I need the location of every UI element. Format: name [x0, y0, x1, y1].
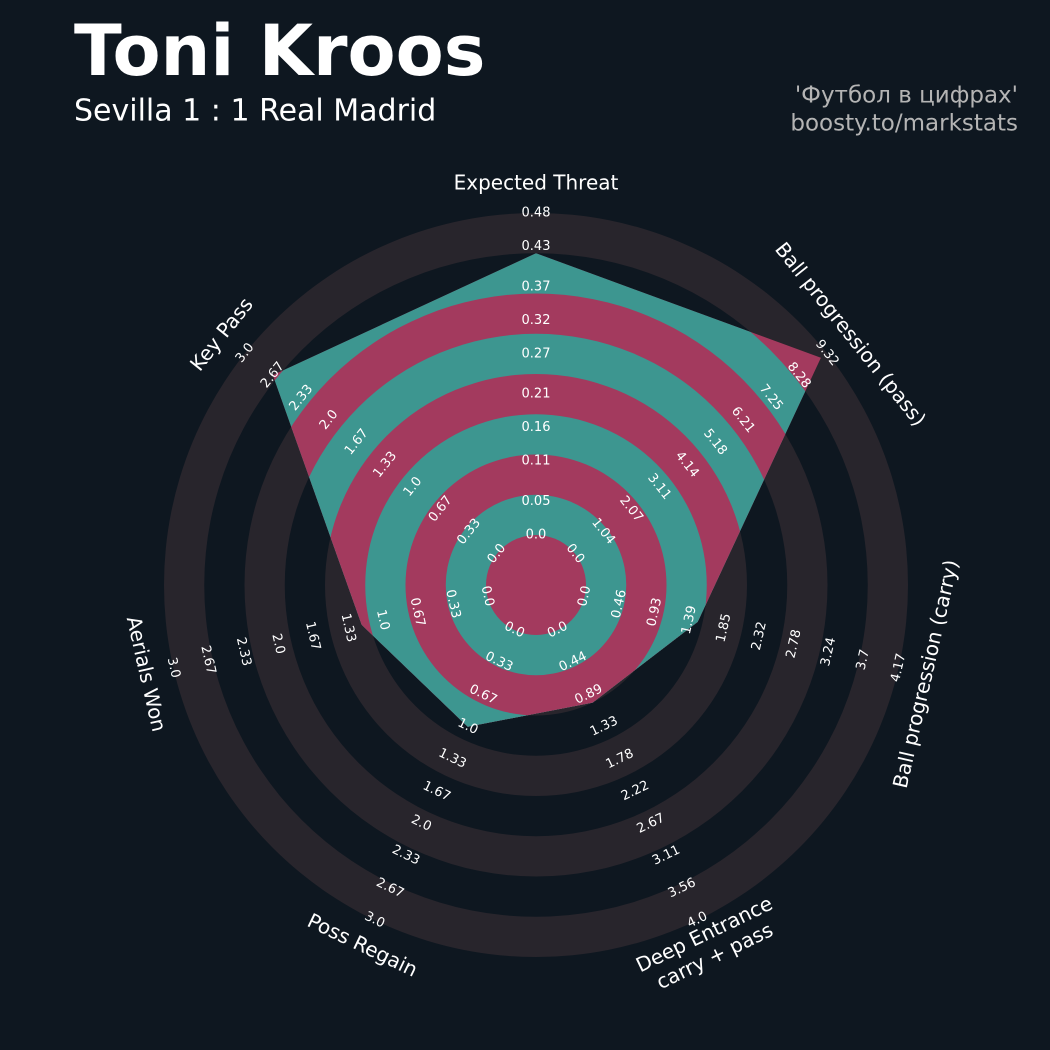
tick-label: 0.0 — [526, 528, 547, 543]
tick-label: 3.0 — [164, 656, 183, 680]
center-circle — [486, 535, 586, 635]
tick-label: 3.7 — [854, 648, 873, 672]
chart-subtitle: Sevilla 1 : 1 Real Madrid — [74, 94, 436, 129]
tick-label: 3.24 — [818, 636, 839, 668]
tick-label: 2.67 — [197, 644, 218, 676]
tick-label: 0.05 — [522, 494, 551, 509]
tick-label: 0.67 — [407, 596, 428, 628]
tick-label: 0.0 — [478, 584, 497, 608]
tick-label: 1.67 — [302, 620, 323, 652]
tick-label: 2.78 — [783, 628, 804, 660]
tick-label: 0.46 — [609, 588, 630, 620]
tick-label: 0.48 — [522, 206, 551, 221]
axis-label-group: Expected Threat — [454, 171, 619, 195]
tick-label: 1.0 — [373, 608, 392, 632]
chart-title: Toni Kroos — [74, 10, 485, 92]
tick-label: 0.93 — [644, 596, 665, 628]
tick-label: 0.27 — [522, 346, 551, 361]
tick-label: 1.33 — [338, 612, 359, 644]
tick-label: 0.21 — [522, 387, 551, 402]
tick-label: 0.37 — [522, 279, 551, 294]
tick-label: 2.0 — [268, 632, 287, 656]
tick-label: 0.0 — [575, 584, 594, 608]
polygon-group — [272, 253, 821, 727]
credit: boosty.to/markstats — [790, 111, 1018, 137]
tick-label: 0.32 — [522, 313, 551, 328]
tick-label: 0.43 — [522, 239, 551, 254]
tick-label: 2.33 — [233, 636, 254, 668]
credit: 'Футбол в цифрах' — [795, 83, 1018, 109]
tick-label: 1.39 — [679, 604, 700, 636]
tick-label: 0.33 — [442, 588, 463, 620]
axis-label: Expected Threat — [454, 171, 619, 195]
tick-label: 0.11 — [522, 454, 551, 469]
tick-label: 0.16 — [522, 420, 551, 435]
tick-label: 4.17 — [888, 652, 909, 684]
tick-label: 1.85 — [713, 612, 734, 644]
tick-label: 2.32 — [749, 620, 770, 652]
